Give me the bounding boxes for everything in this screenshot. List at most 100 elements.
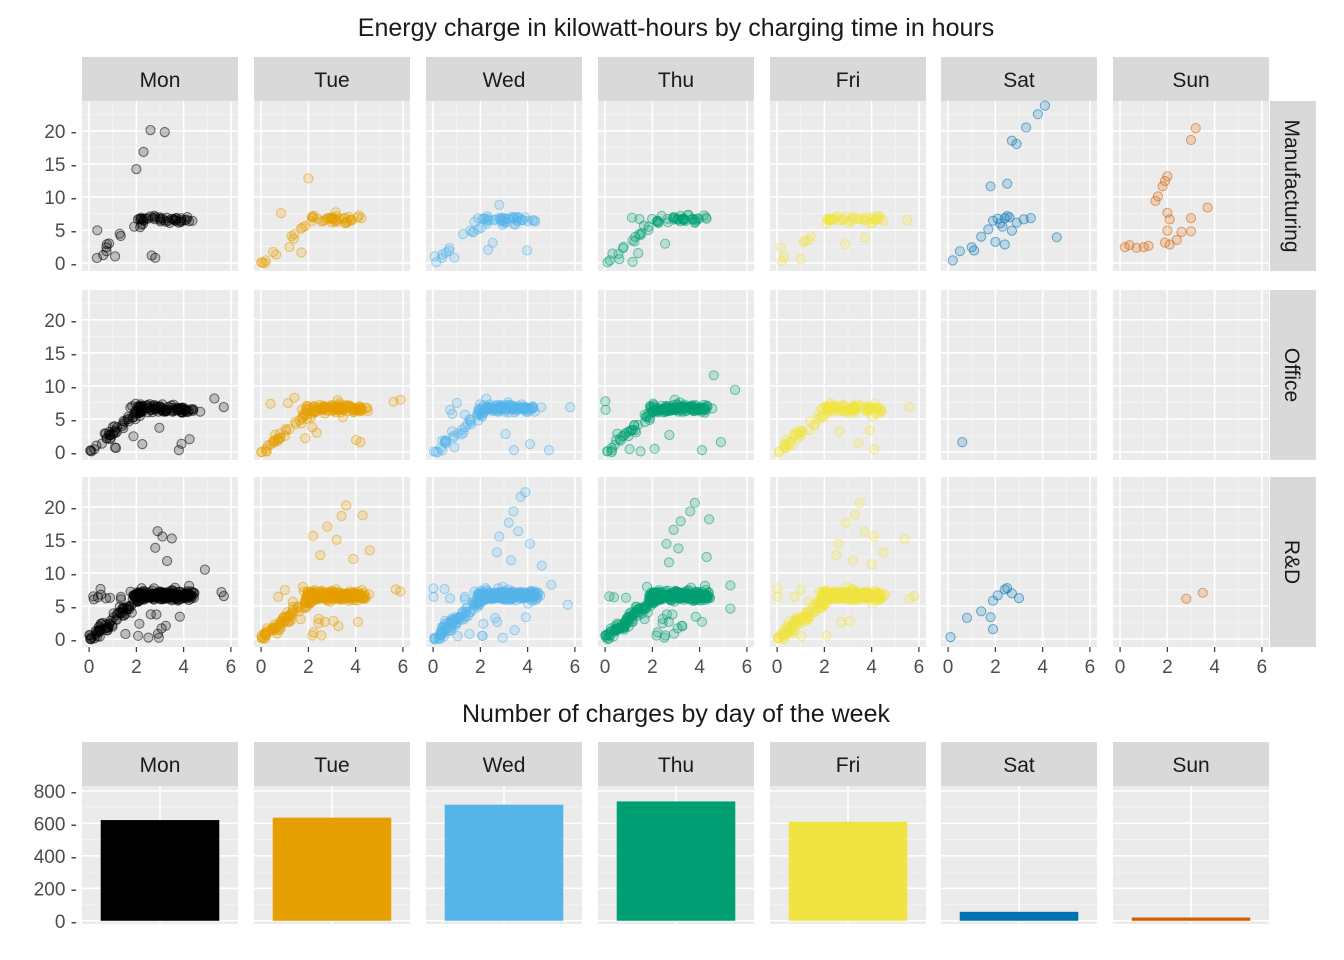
data-point (508, 506, 519, 517)
data-point (451, 397, 462, 409)
x-tick-label: 0 (84, 657, 95, 678)
row-strip-office (1270, 290, 1316, 460)
bar-strip-label-thu: Thu (658, 754, 694, 777)
data-point (88, 594, 99, 605)
data-point (864, 425, 875, 436)
data-point (685, 506, 696, 517)
data-point (169, 591, 180, 603)
data-point (477, 630, 488, 641)
data-point (315, 550, 326, 561)
bar-y-tick-label: 200 - (34, 879, 77, 900)
data-point (439, 583, 450, 595)
data-point (614, 254, 625, 265)
bar-wed (444, 804, 564, 921)
data-point (633, 248, 644, 259)
data-point (260, 443, 271, 454)
data-point (187, 215, 198, 226)
data-point (850, 509, 861, 520)
data-point (362, 405, 373, 417)
data-point (503, 517, 514, 528)
data-point (331, 534, 342, 545)
data-point (131, 164, 142, 175)
data-point (990, 236, 1001, 247)
data-point (260, 255, 271, 266)
data-point (836, 616, 847, 628)
x-tick-label: 2 (303, 657, 314, 678)
data-point (663, 616, 674, 628)
data-point (701, 551, 712, 563)
data-point (145, 125, 156, 136)
data-point (356, 213, 367, 224)
data-point (985, 181, 996, 192)
data-point (120, 628, 131, 640)
data-point (513, 526, 524, 537)
data-point (158, 406, 169, 417)
data-point (133, 630, 144, 641)
data-point (795, 584, 806, 596)
x-tick-label: 2 (475, 657, 486, 678)
data-point (861, 406, 873, 417)
data-point (479, 213, 490, 224)
data-point (117, 604, 128, 615)
data-point (301, 403, 312, 414)
data-point (1002, 178, 1013, 189)
data-point (187, 587, 198, 598)
y-tick-label: 20 - (44, 311, 77, 332)
data-point (775, 242, 786, 253)
strip-sun (1113, 57, 1269, 101)
y-tick-label: 15 - (44, 155, 77, 176)
x-tick-label: 4 (178, 657, 189, 678)
panel-r-d-thu (598, 477, 754, 647)
data-point (445, 404, 456, 415)
x-tick-label: 2 (647, 657, 658, 678)
data-point (834, 426, 845, 437)
data-point (1032, 109, 1044, 120)
data-point (341, 500, 352, 511)
x-tick-label: 0 (600, 657, 611, 678)
data-point (862, 589, 873, 600)
data-point (440, 435, 451, 446)
data-point (677, 621, 688, 632)
data-point (268, 622, 279, 633)
data-point (878, 547, 889, 558)
panel-manufacturing-sat (941, 100, 1097, 271)
data-point (146, 589, 158, 600)
data-point (849, 405, 861, 416)
data-point (155, 214, 166, 225)
data-point (957, 437, 968, 448)
data-point (653, 217, 664, 228)
data-point (128, 431, 139, 442)
data-point (437, 249, 448, 260)
data-point (95, 589, 107, 600)
data-point (490, 613, 501, 624)
x-tick-label: 0 (772, 657, 783, 678)
strip-thu (598, 57, 754, 101)
data-point (668, 524, 679, 536)
data-point (1185, 226, 1197, 237)
row-strip-manufacturing (1270, 101, 1316, 271)
data-point (661, 538, 672, 549)
data-point (798, 237, 809, 248)
data-point (947, 255, 958, 266)
data-point (512, 216, 523, 227)
data-point (494, 531, 505, 542)
data-point (828, 590, 840, 601)
data-point (154, 422, 165, 433)
y-tick-label: 10 - (44, 377, 77, 398)
data-point (173, 445, 184, 456)
data-point (696, 445, 708, 456)
data-point (639, 614, 650, 625)
data-point (115, 591, 127, 603)
data-point (199, 564, 210, 575)
y-tick-label: 20 - (44, 498, 77, 519)
bar-strip-label-sun: Sun (1172, 754, 1209, 777)
data-point (997, 221, 1008, 232)
data-point (689, 497, 701, 508)
data-point (209, 393, 220, 404)
bar-sun (1131, 917, 1251, 921)
data-point (725, 580, 736, 591)
data-point (793, 428, 804, 439)
data-point (289, 229, 300, 240)
data-point (508, 445, 520, 456)
data-point (520, 612, 531, 623)
